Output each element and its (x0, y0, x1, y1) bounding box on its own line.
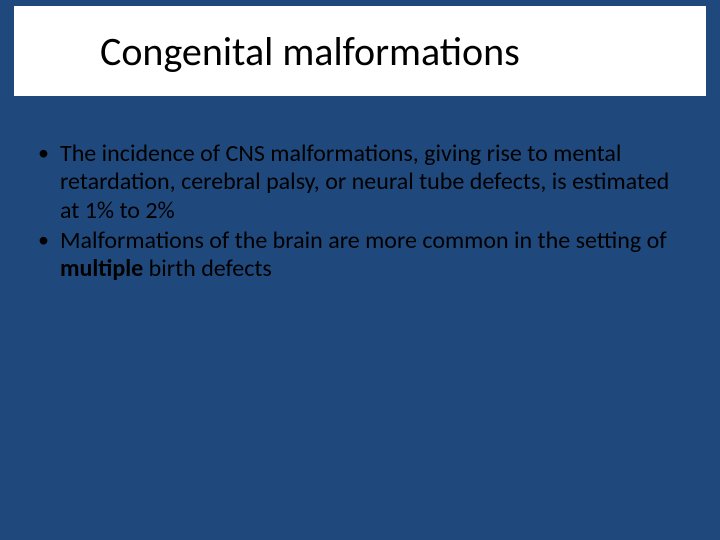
bullet-text-run: birth defects (143, 254, 272, 283)
bullet-text-run: Malformations of the brain are more comm… (60, 226, 667, 255)
bullet-item: Malformations of the brain are more comm… (30, 227, 690, 284)
body-box: The incidence of CNS malformations, givi… (30, 140, 690, 286)
slide-title: Congenital malformations (100, 27, 520, 76)
slide: Congenital malformations The incidence o… (0, 0, 720, 540)
title-box: Congenital malformations (14, 6, 706, 96)
bullet-text-run: The incidence of CNS malformations, givi… (60, 139, 669, 225)
bullet-text-run: multiple (60, 254, 143, 283)
bullet-list: The incidence of CNS malformations, givi… (30, 140, 690, 284)
bullet-item: The incidence of CNS malformations, givi… (30, 140, 690, 225)
